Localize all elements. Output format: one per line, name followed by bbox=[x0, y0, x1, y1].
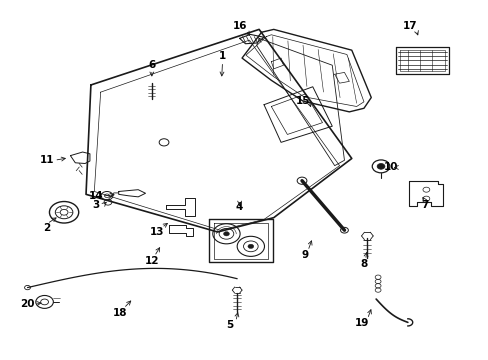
Text: 4: 4 bbox=[235, 202, 243, 212]
Text: 10: 10 bbox=[383, 162, 397, 172]
Text: 17: 17 bbox=[402, 21, 417, 31]
Text: 20: 20 bbox=[20, 299, 35, 309]
Text: 18: 18 bbox=[113, 308, 127, 318]
Text: 2: 2 bbox=[43, 224, 51, 233]
Text: 7: 7 bbox=[420, 200, 427, 210]
Circle shape bbox=[376, 163, 384, 169]
Text: 19: 19 bbox=[354, 319, 368, 328]
Text: 8: 8 bbox=[360, 259, 367, 269]
Text: 6: 6 bbox=[148, 60, 155, 70]
Text: 11: 11 bbox=[40, 155, 54, 165]
Text: 13: 13 bbox=[149, 227, 163, 237]
Text: 15: 15 bbox=[295, 96, 309, 106]
Text: 5: 5 bbox=[226, 320, 233, 330]
Circle shape bbox=[297, 177, 306, 184]
Circle shape bbox=[371, 160, 389, 173]
Circle shape bbox=[247, 244, 253, 248]
Text: 16: 16 bbox=[232, 21, 246, 31]
Text: 3: 3 bbox=[92, 200, 99, 210]
Text: 9: 9 bbox=[301, 250, 308, 260]
Text: 12: 12 bbox=[144, 256, 159, 266]
Circle shape bbox=[223, 231, 229, 236]
Text: 14: 14 bbox=[88, 191, 103, 201]
Text: 1: 1 bbox=[219, 51, 226, 61]
Circle shape bbox=[340, 227, 347, 233]
